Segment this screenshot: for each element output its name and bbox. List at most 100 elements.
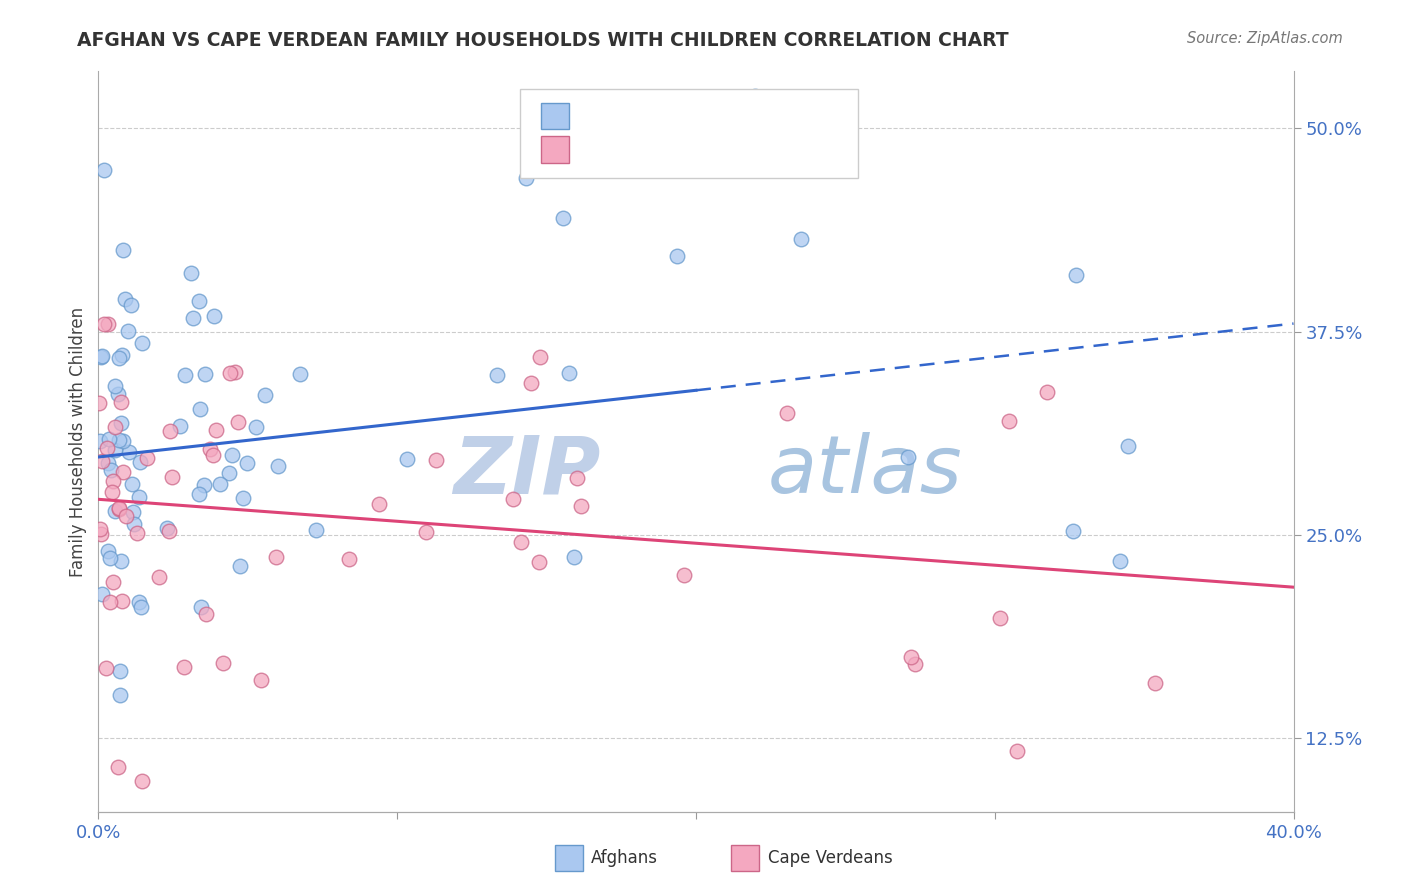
Point — [1064, 268, 1087, 282]
Point — [205, 423, 228, 437]
Point — [90, 351, 112, 365]
Point — [998, 413, 1021, 427]
Point — [1108, 554, 1130, 568]
Point — [89, 522, 111, 536]
Point — [565, 470, 588, 484]
Point — [118, 444, 141, 458]
Point — [107, 500, 129, 515]
Point — [111, 244, 134, 258]
Point — [135, 451, 157, 466]
Point — [157, 524, 180, 539]
Point — [250, 673, 273, 687]
Point — [93, 317, 115, 331]
Point — [127, 526, 149, 541]
Point — [108, 664, 131, 678]
Point — [254, 388, 277, 402]
Point — [104, 419, 127, 434]
Point — [181, 310, 204, 325]
Point — [553, 211, 575, 225]
Point — [129, 600, 152, 615]
Point — [96, 441, 118, 455]
Point — [159, 425, 181, 439]
Text: R =: R = — [581, 141, 619, 159]
Point — [90, 526, 112, 541]
Point — [221, 448, 243, 462]
Point — [395, 451, 418, 466]
Point — [89, 434, 111, 449]
Point — [485, 368, 508, 382]
Text: 0.080: 0.080 — [634, 107, 689, 125]
Point — [111, 465, 134, 479]
Point — [510, 534, 533, 549]
Point — [190, 599, 212, 614]
Point — [98, 595, 121, 609]
Point — [188, 487, 211, 501]
Point — [114, 292, 136, 306]
Point — [97, 317, 120, 331]
Point — [103, 575, 125, 590]
Point — [107, 433, 129, 447]
Point — [100, 463, 122, 477]
Point — [90, 587, 112, 601]
Point — [101, 485, 124, 500]
Point — [104, 503, 127, 517]
Point — [169, 418, 191, 433]
Point — [790, 232, 813, 246]
Text: N =: N = — [696, 141, 745, 159]
Point — [202, 309, 225, 323]
Point — [1007, 744, 1029, 758]
Point — [174, 368, 197, 383]
Point — [128, 490, 150, 504]
Point — [337, 551, 360, 566]
Point — [1062, 524, 1084, 538]
Point — [368, 497, 391, 511]
Point — [212, 656, 235, 670]
Point — [527, 556, 550, 570]
Point — [218, 466, 240, 480]
Point — [198, 442, 221, 456]
Point — [515, 171, 537, 186]
Point — [110, 416, 132, 430]
Point — [110, 554, 132, 568]
Text: 72: 72 — [754, 107, 778, 125]
Point — [87, 395, 110, 409]
Point — [305, 523, 328, 537]
Point — [900, 650, 922, 665]
Point — [104, 443, 127, 458]
Point — [121, 476, 143, 491]
Point — [415, 525, 437, 540]
Point — [129, 455, 152, 469]
Point — [188, 402, 211, 417]
Point — [267, 459, 290, 474]
Point — [218, 367, 240, 381]
Text: Afghans: Afghans — [591, 849, 658, 867]
Point — [569, 499, 592, 513]
Point — [97, 456, 120, 470]
Point — [988, 611, 1011, 625]
Point — [264, 550, 287, 565]
Point — [101, 475, 124, 489]
Text: Cape Verdeans: Cape Verdeans — [768, 849, 893, 867]
Point — [187, 293, 209, 308]
Point — [107, 760, 129, 774]
Point — [100, 550, 122, 565]
Point — [173, 660, 195, 674]
Point — [224, 365, 246, 379]
Point — [776, 406, 799, 420]
Text: atlas: atlas — [768, 432, 963, 510]
Point — [97, 433, 120, 447]
Point — [131, 773, 153, 788]
Point — [110, 594, 132, 608]
Text: 58: 58 — [754, 141, 778, 159]
Point — [124, 516, 146, 531]
Point — [180, 266, 202, 280]
Point — [96, 660, 118, 674]
Text: Source: ZipAtlas.com: Source: ZipAtlas.com — [1187, 31, 1343, 46]
Point — [245, 420, 267, 434]
Text: ZIP: ZIP — [453, 432, 600, 510]
Point — [91, 453, 114, 467]
Point — [502, 491, 524, 506]
Text: R =: R = — [581, 107, 619, 125]
Point — [529, 350, 551, 364]
Point — [1036, 385, 1059, 400]
